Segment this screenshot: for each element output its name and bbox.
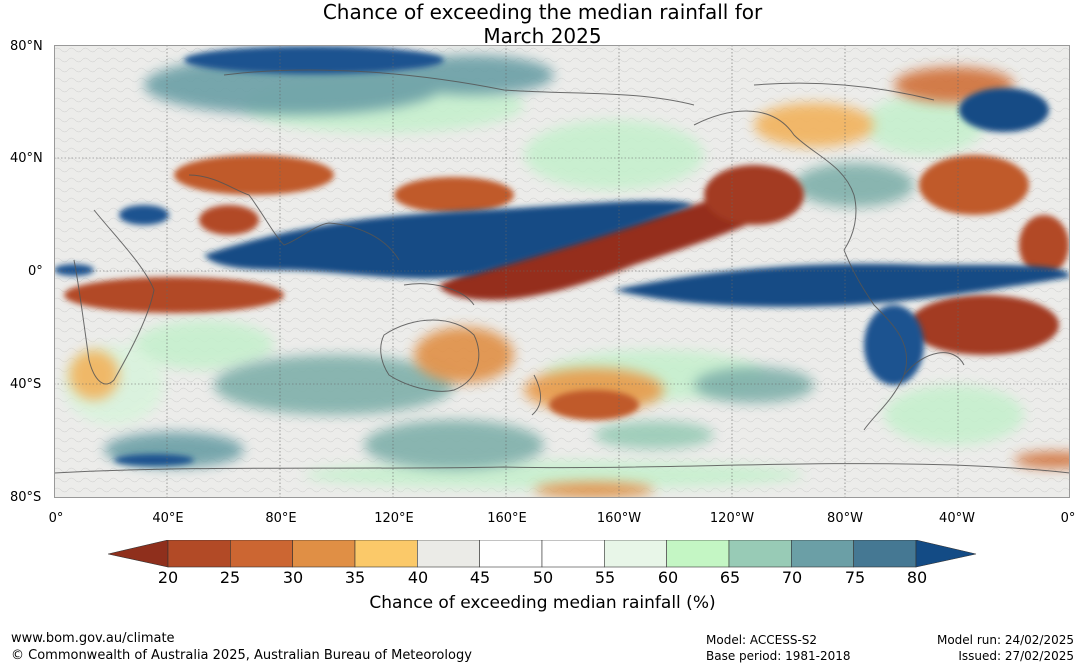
lat-label-80s: 80°S xyxy=(10,490,42,505)
tick-25: 25 xyxy=(219,568,241,587)
tick-30: 30 xyxy=(282,568,304,587)
tick-80: 80 xyxy=(906,568,928,587)
tick-55: 55 xyxy=(594,568,616,587)
model-text: Model: ACCESS-S2 xyxy=(706,633,818,647)
tick-65: 65 xyxy=(719,568,741,587)
colorbar-cell xyxy=(728,540,792,568)
colorbar-cell xyxy=(230,540,293,568)
lon-label-80e: 80°E xyxy=(265,511,297,526)
copyright-text: © Commonwealth of Australia 2025, Austra… xyxy=(11,648,472,663)
lat-label-80n: 80°N xyxy=(10,39,43,54)
graticule xyxy=(54,45,1070,498)
blue-wet-regions xyxy=(54,46,1070,466)
colorbar-cell xyxy=(791,540,854,568)
colorbar-cell xyxy=(604,540,667,568)
base-period-text: Base period: 1981-2018 xyxy=(706,649,851,663)
colorbar-low-extension xyxy=(108,540,169,568)
tick-60: 60 xyxy=(657,568,679,587)
model-run-text: Model run: 24/02/2025 xyxy=(936,633,1074,647)
tick-45: 45 xyxy=(469,568,491,587)
lat-label-40n: 40°N xyxy=(10,151,43,166)
map-title: Chance of exceeding the median rainfall … xyxy=(0,0,1085,48)
tick-20: 20 xyxy=(157,568,179,587)
lat-label-40s: 40°S xyxy=(10,377,42,392)
lon-label-80w: 80°W xyxy=(827,511,863,526)
tick-75: 75 xyxy=(844,568,866,587)
colorbar-cell xyxy=(541,540,605,568)
title-line-2: March 2025 xyxy=(483,24,602,48)
rainfall-map xyxy=(54,45,1070,498)
lon-label-160w: 160°W xyxy=(596,511,642,526)
lon-label-40w: 40°W xyxy=(939,511,975,526)
title-line-1: Chance of exceeding the median rainfall … xyxy=(322,0,763,24)
colorbar-cell xyxy=(417,540,480,568)
tick-50: 50 xyxy=(532,568,554,587)
colorbar-cell xyxy=(666,540,730,568)
website-link[interactable]: www.bom.gov.au/climate xyxy=(11,631,175,646)
lon-label-120w: 120°W xyxy=(709,511,755,526)
tick-35: 35 xyxy=(344,568,366,587)
colorbar-cell xyxy=(479,540,543,568)
colorbar-cell xyxy=(292,540,356,568)
lon-label-40e: 40°E xyxy=(152,511,184,526)
tick-70: 70 xyxy=(781,568,803,587)
colorbar-high-extension xyxy=(915,540,977,568)
colorbar-cell xyxy=(354,540,418,568)
lon-label-0-end: 0° xyxy=(1060,511,1076,526)
lon-label-120e: 120°E xyxy=(374,511,414,526)
light-green-regions xyxy=(64,77,1024,489)
colorbar-label: Chance of exceeding median rainfall (%) xyxy=(369,593,716,613)
colorbar-cell xyxy=(853,540,917,568)
tick-40: 40 xyxy=(407,568,429,587)
lat-label-equator: 0° xyxy=(28,264,43,279)
lon-label-160e: 160°E xyxy=(487,511,527,526)
brown-dry-regions xyxy=(64,155,1069,420)
coastlines xyxy=(54,69,1070,474)
lon-label-0: 0° xyxy=(48,511,64,526)
issued-text: Issued: 27/02/2025 xyxy=(958,649,1074,663)
colorbar xyxy=(108,540,977,568)
colorbar-cell xyxy=(167,540,231,568)
